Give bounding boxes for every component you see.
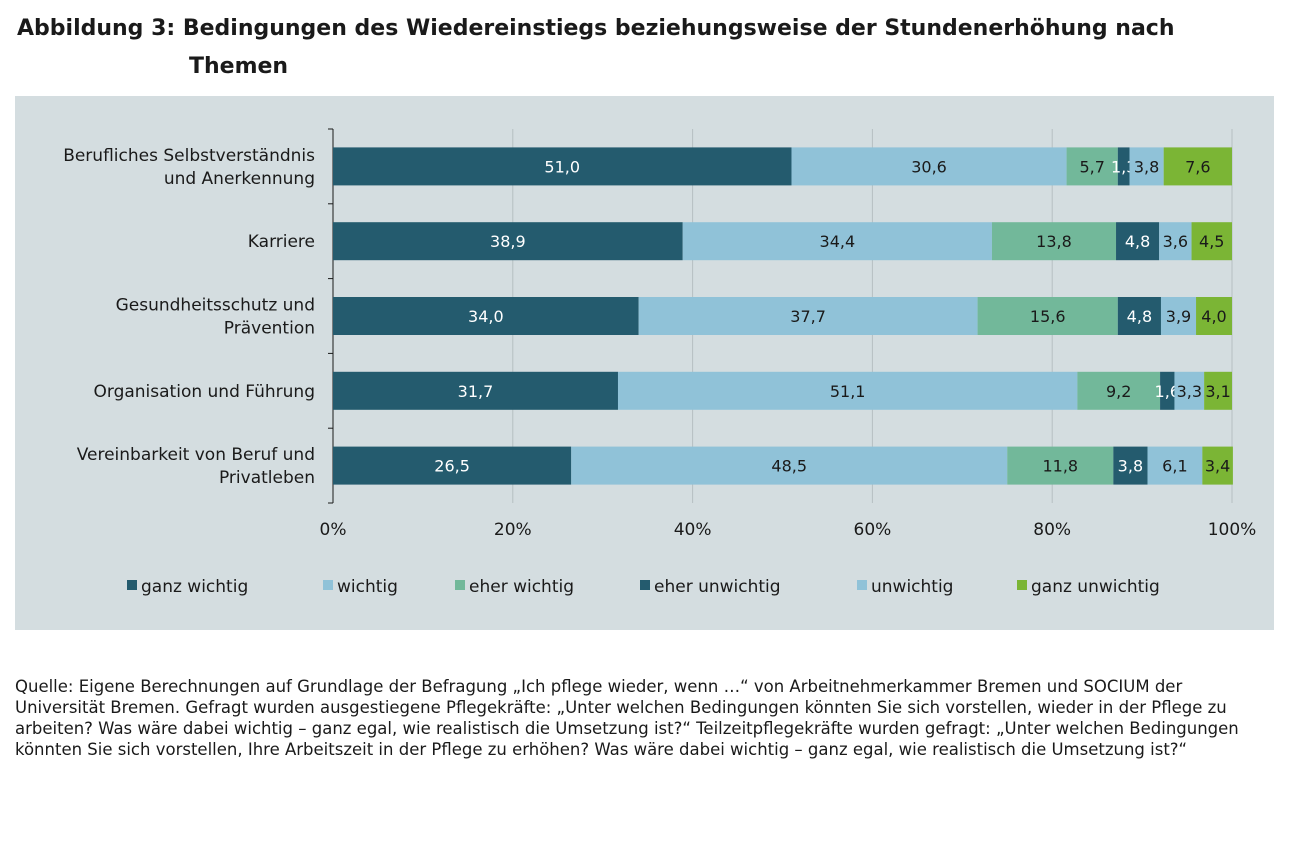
data-label: 4,0 xyxy=(1201,307,1226,326)
bar-segment xyxy=(1204,371,1232,410)
bar-segment xyxy=(1066,147,1118,186)
data-label: 3,8 xyxy=(1134,157,1159,176)
x-tick-label: 100% xyxy=(1208,520,1257,540)
bar-segment xyxy=(1160,371,1175,410)
stacked-bar-chart: Berufliches Selbstverständnis und Anerken… xyxy=(63,128,1257,597)
legend-label: ganz wichtig xyxy=(141,577,248,597)
data-label: 4,8 xyxy=(1125,232,1150,251)
chart-title-line1: Abbildung 3: Bedingungen des Wiedereinst… xyxy=(17,16,1175,41)
data-label: 34,0 xyxy=(468,307,504,326)
legend-label: wichtig xyxy=(337,577,398,597)
data-label: 4,8 xyxy=(1127,307,1152,326)
data-label: 34,4 xyxy=(820,232,856,251)
bar-segment xyxy=(333,222,683,261)
data-label: 15,6 xyxy=(1030,307,1066,326)
bar-segment xyxy=(1191,222,1232,261)
legend-swatch xyxy=(127,580,137,590)
legend-label: ganz unwichtig xyxy=(1031,577,1160,597)
data-label: 3,1 xyxy=(1205,382,1230,401)
bar-segment xyxy=(1196,297,1232,335)
data-label: 3,4 xyxy=(1205,457,1230,476)
data-label: 3,6 xyxy=(1163,232,1188,251)
bar-segment xyxy=(977,297,1118,335)
data-label: 48,5 xyxy=(771,457,807,476)
data-label: 5,7 xyxy=(1079,157,1104,176)
data-label: 3,8 xyxy=(1118,457,1143,476)
category-label: Vereinbarkeit von Beruf und Privatleben xyxy=(77,445,315,488)
x-tick-label: 60% xyxy=(854,520,892,540)
data-label: 4,5 xyxy=(1199,232,1224,251)
data-label: 1,6 xyxy=(1155,382,1180,401)
legend-label: eher wichtig xyxy=(469,577,574,597)
source-note: Quelle: Eigene Berechnungen auf Grundlag… xyxy=(15,677,1239,759)
legend-swatch xyxy=(857,580,867,590)
data-label: 38,9 xyxy=(490,232,526,251)
data-label: 51,0 xyxy=(544,157,580,176)
chart-panel: Berufliches Selbstverständnis und Anerken… xyxy=(15,96,1274,630)
bar-segment xyxy=(638,297,978,335)
bar-segment xyxy=(1163,147,1232,186)
bar-segment xyxy=(571,446,1008,485)
bar-segment xyxy=(617,371,1078,410)
bar-segment xyxy=(1077,371,1161,410)
bar-segment xyxy=(333,371,618,410)
data-label: 31,7 xyxy=(458,382,494,401)
data-label: 3,9 xyxy=(1166,307,1191,326)
legend-swatch xyxy=(455,580,465,590)
x-tick-label: 20% xyxy=(494,520,532,540)
data-label: 3,3 xyxy=(1177,382,1202,401)
bar-segment xyxy=(333,446,572,485)
category-label: Berufliches Selbstverständnis und Anerken… xyxy=(63,146,315,189)
bar-segment xyxy=(1116,222,1160,261)
bar-segment xyxy=(333,297,639,335)
data-label: 37,7 xyxy=(790,307,826,326)
data-label: 26,5 xyxy=(434,457,470,476)
legend-swatch xyxy=(323,580,333,590)
legend-label: eher unwichtig xyxy=(654,577,781,597)
bar-segment xyxy=(682,222,992,261)
bar-segment xyxy=(1007,446,1114,485)
bar-segment xyxy=(1160,297,1197,335)
bar-segment xyxy=(333,147,792,186)
bar-segment xyxy=(1129,147,1164,186)
category-label: Karriere xyxy=(248,232,315,252)
bar-segment xyxy=(991,222,1117,261)
bar-segment xyxy=(1117,147,1130,186)
bar-segment xyxy=(1202,446,1233,485)
x-tick-label: 80% xyxy=(1033,520,1071,540)
data-label: 7,6 xyxy=(1185,157,1210,176)
bar-segment xyxy=(791,147,1067,186)
legend-swatch xyxy=(640,580,650,590)
bar-segment xyxy=(1174,371,1205,410)
bar-segment xyxy=(1117,297,1161,335)
category-label: Organisation und Führung xyxy=(94,382,316,402)
bar-segment xyxy=(1159,222,1192,261)
data-label: 30,6 xyxy=(911,157,947,176)
data-label: 11,8 xyxy=(1042,457,1078,476)
x-tick-label: 40% xyxy=(674,520,712,540)
legend-swatch xyxy=(1017,580,1027,590)
category-label: Gesundheitsschutz und Prävention xyxy=(116,296,315,339)
data-label: 9,2 xyxy=(1106,382,1131,401)
chart-title-line2: Themen xyxy=(189,54,289,79)
bar-segment xyxy=(1113,446,1148,485)
x-tick-label: 0% xyxy=(320,520,347,540)
chart-title: Abbildung 3: Bedingungen des Wiedereinst… xyxy=(17,10,1277,86)
bar-segment xyxy=(1147,446,1203,485)
data-label: 51,1 xyxy=(830,382,866,401)
data-label: 13,8 xyxy=(1036,232,1072,251)
legend-label: unwichtig xyxy=(871,577,953,597)
data-label: 6,1 xyxy=(1162,457,1187,476)
